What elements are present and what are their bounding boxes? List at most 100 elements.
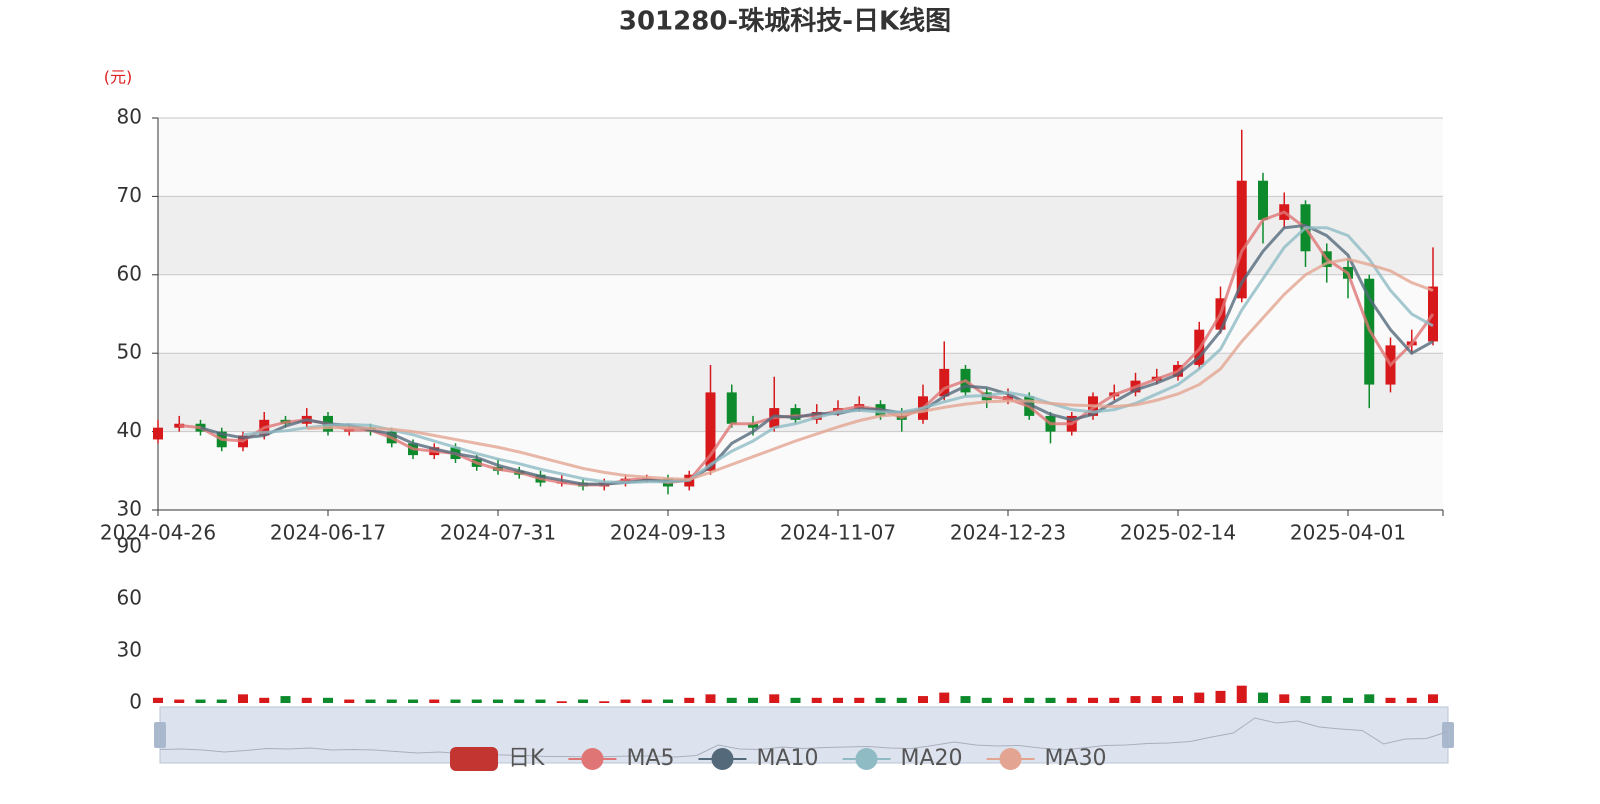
volume-bar (323, 697, 333, 703)
volume-bar (620, 699, 631, 703)
candle-body (939, 368, 950, 397)
volume-bar (280, 696, 291, 703)
x-tick-label: 2024-11-07 (780, 521, 896, 545)
zoom-slider[interactable] (159, 706, 1449, 764)
x-tick-label: 2024-07-31 (440, 521, 556, 545)
legend-label: MA30 (1045, 746, 1107, 771)
volume-bar (1173, 696, 1183, 703)
volume-bar (174, 699, 185, 703)
volume-tick-label: 90 (117, 534, 142, 558)
volume-bar (386, 699, 397, 703)
legend-item[interactable]: MA30 (986, 746, 1107, 771)
ma-line (242, 226, 1434, 485)
volume-bar (1364, 694, 1375, 703)
volume-bar (641, 699, 652, 703)
volume-bar (1024, 697, 1035, 703)
volume-bar (301, 697, 312, 703)
volume-bar (259, 697, 270, 703)
volume-bar (408, 699, 418, 703)
candle-body (1236, 180, 1247, 299)
zoom-preview (159, 717, 1449, 758)
x-tick-label: 2024-04-26 (100, 521, 216, 545)
legend-label: MA5 (626, 746, 674, 771)
candle-body (153, 427, 163, 440)
y-tick-label: 80 (117, 105, 142, 129)
volume-bar (1151, 696, 1162, 703)
y-tick-label: 50 (117, 340, 142, 364)
legend-icon (711, 748, 734, 770)
candle-body (1258, 180, 1268, 220)
volume-bar (1215, 690, 1226, 703)
x-tick-label: 2025-04-01 (1290, 521, 1406, 545)
chart-title: 301280-珠城科技-日K线图 (619, 7, 951, 37)
volume-bar (790, 697, 801, 703)
legend-label: 日K (508, 746, 545, 771)
volume-bar (1066, 697, 1077, 703)
zoom-handle-left[interactable] (154, 722, 166, 748)
x-tick-label: 2024-06-17 (270, 521, 386, 545)
volume-bar (1428, 694, 1438, 703)
candle-body (790, 408, 801, 420)
legend-label: MA10 (756, 746, 818, 771)
ma-line (200, 223, 1434, 486)
volume-bar (1406, 697, 1417, 703)
y-tick-label: 70 (117, 183, 142, 207)
volume-bar (960, 696, 971, 703)
x-tick-label: 2024-12-23 (950, 521, 1066, 545)
legend-item[interactable]: MA20 (842, 746, 963, 771)
volume-bar (1088, 697, 1098, 703)
candle-body (705, 392, 716, 471)
volume-tick-label: 60 (117, 586, 142, 610)
x-tick-label: 2024-09-13 (610, 521, 726, 545)
volume-bar (769, 694, 780, 703)
ma-line (306, 257, 1434, 481)
volume-bar (811, 697, 822, 703)
legend-label: MA20 (901, 746, 963, 771)
grid-band (158, 196, 1443, 275)
volume-bar (450, 699, 461, 703)
volume-bar (344, 699, 355, 703)
volume-bar (939, 692, 950, 703)
candle-body (748, 423, 758, 428)
volume-bar (216, 699, 227, 703)
volume-bar (1258, 692, 1268, 703)
volume-bar (1109, 697, 1120, 703)
legend-item[interactable]: MA10 (698, 746, 819, 771)
candle-body (726, 392, 737, 424)
volume-bar (748, 697, 758, 703)
volume-bar (981, 697, 992, 703)
volume-bar (578, 699, 588, 703)
grid-band (158, 118, 1443, 197)
legend-icon (581, 748, 604, 770)
volume-bar (726, 697, 737, 703)
volume-bar (1045, 697, 1056, 703)
volume-bar (833, 697, 843, 703)
legend-icon (999, 748, 1022, 770)
y-tick-label: 30 (117, 497, 142, 521)
y-unit: (元) (104, 68, 133, 87)
volume-bar (854, 697, 865, 703)
volume-bar (1194, 692, 1205, 703)
x-tick-label: 2025-02-14 (1120, 521, 1236, 545)
y-tick-label: 40 (117, 418, 142, 442)
volume-bar (1385, 697, 1396, 703)
volume-bar (514, 699, 525, 703)
volume-bar (1300, 696, 1311, 703)
volume-bar (153, 697, 163, 703)
volume-bar (1321, 696, 1332, 703)
legend-item[interactable]: 日K (450, 746, 545, 771)
legend-icon (855, 748, 878, 770)
zoom-handle-right[interactable] (1442, 722, 1454, 748)
volume-bar (1236, 685, 1247, 703)
volume-tick-label: 0 (129, 690, 142, 714)
volume-bar (535, 699, 546, 703)
volume-bar (918, 696, 928, 703)
volume-bar (471, 699, 482, 703)
volume-bar (663, 699, 673, 703)
legend-item[interactable]: MA5 (568, 746, 674, 771)
volume-bar (684, 697, 695, 703)
volume-bar (896, 697, 907, 703)
grid-band (158, 274, 1443, 354)
volume-bar (1343, 697, 1353, 703)
volume-bar (599, 701, 610, 703)
